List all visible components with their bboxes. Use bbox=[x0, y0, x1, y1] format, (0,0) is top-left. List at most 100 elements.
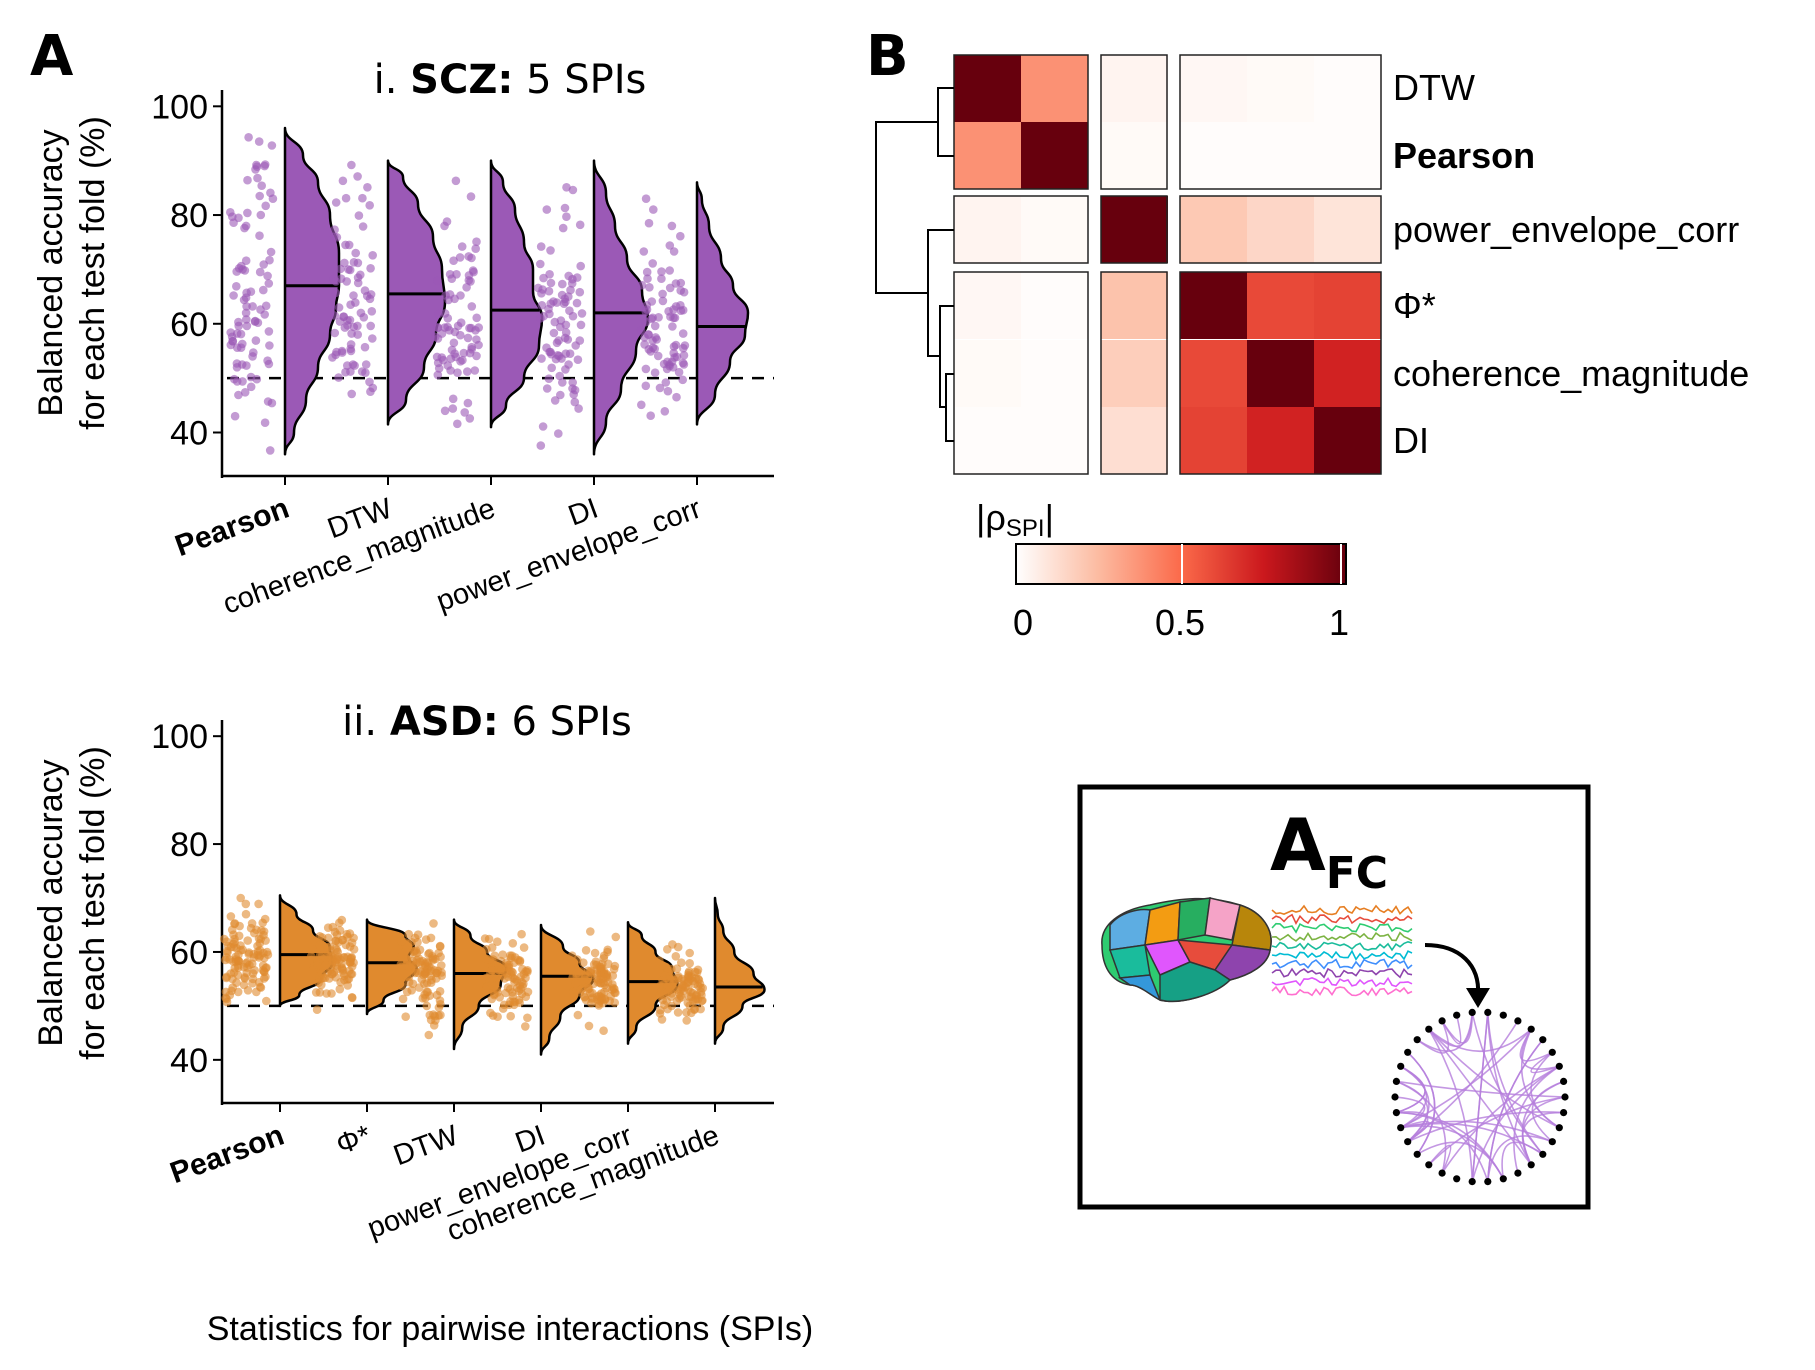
data-point bbox=[676, 231, 685, 241]
data-point bbox=[226, 328, 235, 337]
data-point bbox=[311, 937, 320, 946]
data-point bbox=[571, 978, 580, 988]
network-node bbox=[1392, 1109, 1400, 1117]
heatmap-cell bbox=[1247, 407, 1314, 474]
data-point bbox=[690, 967, 700, 977]
data-point bbox=[645, 283, 654, 292]
heatmap-cell bbox=[1021, 55, 1088, 122]
network-node bbox=[1391, 1093, 1399, 1101]
data-point bbox=[361, 360, 371, 369]
heatmap-cell bbox=[1314, 272, 1381, 339]
data-point bbox=[308, 945, 317, 954]
time-series-line bbox=[1271, 949, 1413, 961]
data-point bbox=[326, 946, 335, 955]
data-point bbox=[472, 351, 481, 361]
data-point bbox=[668, 322, 677, 331]
data-point bbox=[682, 1016, 691, 1025]
network-node bbox=[1484, 1008, 1492, 1017]
data-point bbox=[643, 274, 652, 284]
network-node bbox=[1527, 1025, 1535, 1033]
data-point bbox=[232, 359, 242, 368]
data-point bbox=[488, 966, 497, 975]
data-point bbox=[252, 925, 261, 935]
data-point bbox=[259, 974, 269, 983]
network-node bbox=[1484, 1178, 1492, 1186]
violin bbox=[713, 896, 766, 1045]
data-point bbox=[434, 309, 443, 319]
colorbar-label: |ρSPI| bbox=[976, 497, 1054, 542]
data-point bbox=[261, 301, 271, 311]
data-point bbox=[576, 320, 586, 330]
heatmap-cell bbox=[1180, 122, 1247, 189]
network-edge bbox=[1416, 1020, 1450, 1054]
network-edge bbox=[1400, 1028, 1532, 1129]
heatmap-cell bbox=[1247, 196, 1314, 263]
network-node bbox=[1397, 1124, 1405, 1132]
network-node bbox=[1404, 1138, 1412, 1146]
data-point bbox=[404, 972, 414, 982]
data-point bbox=[341, 193, 351, 203]
heatmap-cell bbox=[1247, 122, 1314, 189]
network-node bbox=[1527, 1161, 1535, 1169]
data-point bbox=[554, 429, 563, 438]
network-node bbox=[1514, 1017, 1522, 1025]
panel-b-heatmap: B DTW Pearson power_envelope_corr Φ* coheren… bbox=[866, 24, 1749, 475]
data-point bbox=[589, 960, 599, 969]
data-point bbox=[655, 383, 665, 393]
data-point bbox=[558, 279, 567, 289]
data-point bbox=[641, 307, 651, 317]
network-node bbox=[1560, 1077, 1568, 1085]
data-point bbox=[571, 341, 580, 350]
time-series-line bbox=[1271, 940, 1413, 952]
arrow-icon bbox=[1424, 943, 1481, 996]
data-point bbox=[556, 322, 565, 332]
data-point bbox=[484, 934, 494, 944]
data-point bbox=[321, 960, 331, 970]
data-point bbox=[658, 289, 667, 299]
data-point bbox=[536, 259, 545, 269]
network-edge bbox=[1416, 1012, 1473, 1052]
network-edge bbox=[1407, 1111, 1564, 1143]
panel-label-b: B bbox=[866, 24, 909, 89]
data-point bbox=[234, 931, 244, 941]
data-point bbox=[331, 288, 341, 298]
data-point bbox=[334, 303, 344, 312]
data-point bbox=[641, 194, 651, 203]
data-point bbox=[262, 996, 271, 1006]
data-point bbox=[412, 948, 422, 958]
ylabel-line2: for each test fold (%) bbox=[74, 746, 112, 1060]
data-point bbox=[251, 336, 261, 345]
data-point bbox=[670, 353, 679, 362]
data-point bbox=[337, 964, 347, 973]
data-point bbox=[242, 321, 252, 331]
heatmap-cell bbox=[1180, 407, 1247, 474]
data-point bbox=[671, 952, 681, 961]
data-point bbox=[328, 957, 337, 967]
heatmap-row-labels: DTW Pearson power_envelope_corr Φ* coherence… bbox=[1393, 67, 1749, 461]
network-edge bbox=[1396, 1080, 1566, 1098]
x-tick-label: DTW bbox=[389, 1119, 463, 1172]
data-point bbox=[586, 927, 595, 936]
arrow-head-icon bbox=[1466, 988, 1490, 1008]
data-point bbox=[537, 354, 546, 363]
data-point bbox=[422, 1001, 432, 1011]
heatmap-cell bbox=[1021, 407, 1088, 474]
data-point bbox=[254, 899, 263, 909]
data-point bbox=[331, 277, 341, 286]
data-point bbox=[260, 418, 270, 428]
network-edge bbox=[1416, 1141, 1505, 1180]
data-point bbox=[485, 955, 495, 964]
data-point bbox=[241, 909, 251, 919]
data-point bbox=[472, 237, 481, 246]
network-edge bbox=[1400, 1065, 1428, 1129]
violin bbox=[489, 159, 544, 429]
data-point bbox=[335, 984, 345, 994]
network-edge bbox=[1501, 1141, 1544, 1179]
data-point bbox=[358, 193, 367, 203]
data-point bbox=[228, 983, 237, 992]
data-point bbox=[667, 221, 677, 231]
data-point bbox=[346, 957, 355, 966]
network-node bbox=[1548, 1138, 1556, 1146]
data-point bbox=[467, 342, 477, 352]
data-point bbox=[672, 964, 682, 973]
